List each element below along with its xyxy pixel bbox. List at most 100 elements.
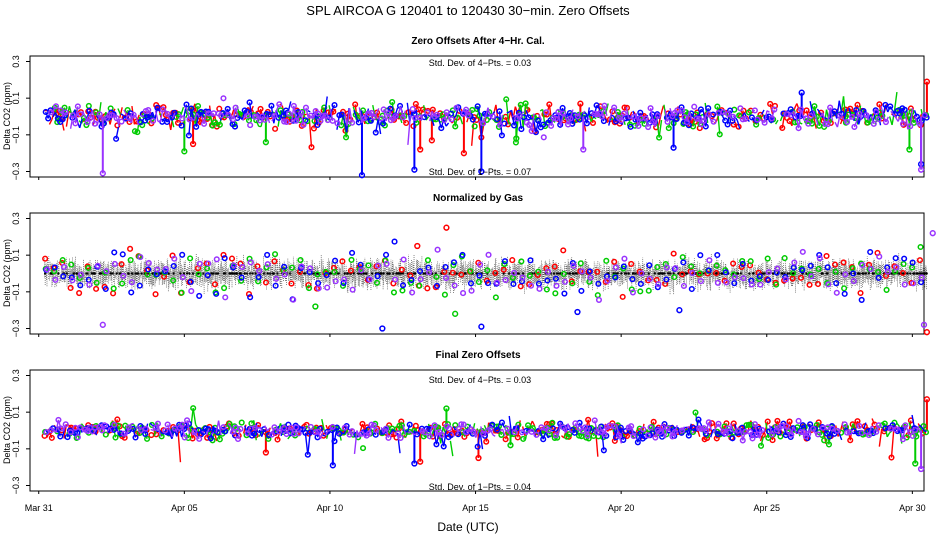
std-dev-1pts-annotation: Std. Dev. of 1−Pts. = 0.07	[429, 167, 531, 177]
data-point	[76, 289, 83, 297]
series-line-segment	[146, 121, 150, 125]
panel-title: Final Zero Offsets	[435, 350, 520, 361]
data-point	[300, 121, 307, 128]
data-point	[153, 431, 160, 438]
outlier-point	[478, 168, 485, 175]
data-point	[595, 296, 603, 303]
series-line-segment	[332, 108, 337, 113]
data-point	[756, 276, 763, 283]
series-line-segment	[708, 113, 712, 122]
data-point	[145, 266, 152, 273]
series-line-segment	[658, 119, 663, 138]
data-point	[509, 274, 516, 281]
data-point	[339, 282, 347, 289]
data-point	[476, 272, 483, 279]
data-point	[450, 259, 458, 266]
series-line-segment	[191, 427, 195, 430]
series-line-segment	[885, 116, 890, 123]
data-point	[494, 116, 501, 123]
data-point	[832, 268, 839, 275]
data-point	[578, 287, 585, 294]
series-line-segment	[358, 107, 363, 123]
data-point	[332, 257, 339, 264]
data-point	[594, 268, 601, 275]
series-line-segment	[353, 110, 358, 118]
series-line-segment	[443, 430, 447, 447]
series-line-segment	[445, 122, 450, 127]
series-line-segment	[190, 108, 195, 121]
data-point	[921, 112, 928, 119]
series-line-segment	[915, 429, 920, 437]
series-line-segment	[571, 115, 576, 124]
data-point	[271, 112, 278, 119]
panel-title: Zero Offsets After 4−Hr. Cal.	[411, 36, 545, 47]
series-line-segment	[458, 433, 461, 435]
outlier-point	[411, 166, 418, 173]
data-point	[416, 114, 424, 121]
series-line-segment	[425, 116, 430, 121]
data-point	[655, 281, 662, 288]
data-point	[383, 260, 390, 267]
series-line-segment	[908, 422, 913, 429]
data-point	[453, 104, 460, 111]
data-point	[217, 112, 225, 119]
data-point	[883, 286, 890, 293]
data-point	[786, 272, 789, 275]
figure-title: SPL AIRCOA G 120401 to 120430 30−min. Ze…	[306, 3, 630, 18]
data-point	[187, 278, 194, 285]
data-point	[910, 280, 917, 287]
series-line-segment	[321, 418, 325, 431]
series-line-segment	[156, 107, 161, 112]
data-point	[918, 274, 925, 281]
data-point	[916, 120, 923, 128]
series-line-segment	[770, 116, 775, 121]
data-point	[867, 248, 874, 256]
outlier-point	[475, 454, 482, 462]
data-point	[922, 429, 930, 436]
series-line-segment	[477, 120, 482, 124]
data-point	[272, 125, 279, 132]
series-line-segment	[732, 114, 736, 118]
data-point	[522, 100, 529, 107]
series-line-segment	[442, 426, 447, 434]
data-point	[68, 274, 75, 281]
data-point	[442, 263, 449, 271]
data-point	[307, 112, 314, 119]
data-point	[860, 108, 867, 115]
data-point	[111, 272, 115, 275]
data-point	[119, 251, 126, 258]
data-point	[688, 285, 695, 293]
series-line-segment	[213, 433, 218, 442]
data-point	[603, 257, 610, 264]
series-line-segment	[402, 110, 407, 118]
data-point	[323, 271, 330, 279]
outlier-point	[798, 89, 805, 96]
data-point	[51, 268, 58, 275]
data-point	[127, 245, 134, 252]
series-line-segment	[884, 104, 889, 113]
data-point	[645, 123, 652, 131]
data-point	[322, 268, 330, 275]
data-point	[552, 290, 559, 297]
series-line-segment	[461, 431, 466, 437]
series-line-segment	[511, 114, 516, 118]
data-point	[900, 260, 907, 268]
data-point	[324, 117, 331, 124]
series-line-segment	[258, 429, 263, 437]
data-point	[115, 272, 118, 275]
data-point	[164, 118, 171, 126]
series-line-segment	[499, 114, 504, 126]
data-point	[690, 424, 697, 432]
series-line-segment	[382, 109, 387, 122]
series-line-segment	[586, 107, 591, 124]
data-point	[458, 271, 465, 278]
data-point	[680, 259, 687, 266]
data-point	[630, 113, 637, 120]
data-point	[561, 278, 569, 285]
data-point	[245, 291, 253, 298]
data-point	[370, 113, 377, 121]
data-point	[745, 109, 752, 116]
data-point	[899, 269, 907, 277]
data-point	[297, 257, 304, 264]
data-point	[247, 122, 254, 129]
